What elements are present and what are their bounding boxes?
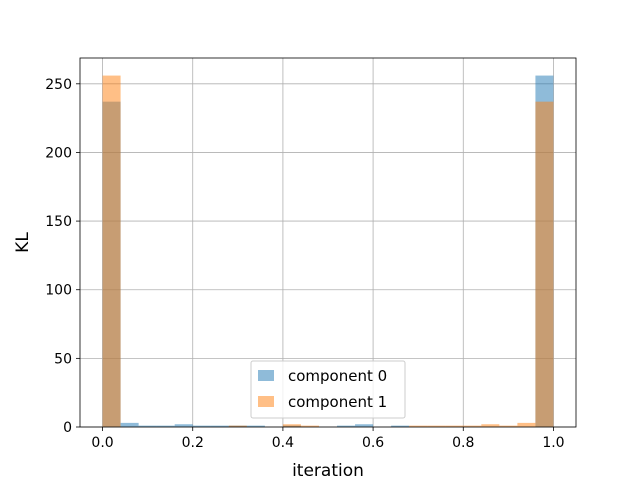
bar-component-1-bin-7	[228, 425, 247, 427]
legend: component 0 component 1	[250, 360, 406, 419]
bar-component-1-bin-0	[102, 75, 121, 428]
bar-component-1-bin-17	[409, 425, 428, 427]
histogram-bars	[102, 75, 554, 428]
legend-frame	[250, 360, 406, 419]
bar-component-1-bin-19	[445, 425, 464, 427]
x-axis-label: iteration	[292, 461, 364, 480]
bar-component-1-bin-20	[463, 425, 482, 427]
x-tick-label-3: 0.6	[362, 435, 384, 451]
bar-component-1-bin-18	[427, 425, 446, 427]
x-tick-label-1: 0.2	[182, 435, 204, 451]
y-tick-label-0: 0	[63, 420, 72, 436]
legend-label-component-1: component 1	[288, 393, 387, 411]
bar-component-0-bin-4	[174, 424, 193, 427]
bar-component-0-bin-6	[210, 425, 229, 427]
x-tick-label-0: 0.0	[91, 435, 113, 451]
y-tick-label-5: 250	[45, 77, 72, 93]
bar-component-0-bin-8	[246, 425, 265, 427]
x-tick-label-2: 0.4	[272, 435, 294, 451]
bar-component-0-bin-3	[156, 425, 175, 427]
bar-component-1-bin-23	[517, 422, 536, 427]
y-tick-label-1: 50	[54, 351, 72, 367]
bar-component-0-bin-5	[192, 425, 211, 427]
legend-label-component-0: component 0	[288, 367, 387, 385]
x-tick-label-5: 1.0	[542, 435, 564, 451]
bar-component-1-bin-24	[535, 101, 554, 427]
legend-swatch-component-0	[258, 370, 274, 381]
y-tick-label-3: 150	[45, 214, 72, 230]
bar-component-0-bin-16	[391, 425, 410, 427]
bar-component-1-bin-22	[499, 425, 518, 427]
bar-component-0-bin-14	[355, 424, 374, 427]
axis-ticks: 0.0 0.2 0.4 0.6 0.8 1.0 0 50 100 150 200 250	[45, 77, 564, 451]
plot-area-frame	[79, 57, 577, 428]
y-axis-label: KL	[13, 232, 33, 253]
bar-component-0-bin-13	[337, 425, 356, 427]
bar-component-1-bin-21	[481, 424, 500, 427]
bar-component-0-bin-1	[120, 422, 139, 427]
legend-swatch-component-1	[258, 396, 274, 407]
y-tick-label-2: 100	[45, 283, 72, 299]
y-tick-label-4: 200	[45, 145, 72, 161]
x-tick-label-4: 0.8	[452, 435, 474, 451]
bar-component-1-bin-11	[300, 425, 319, 427]
bar-component-0-bin-2	[138, 425, 157, 427]
bar-component-1-bin-10	[282, 424, 301, 427]
